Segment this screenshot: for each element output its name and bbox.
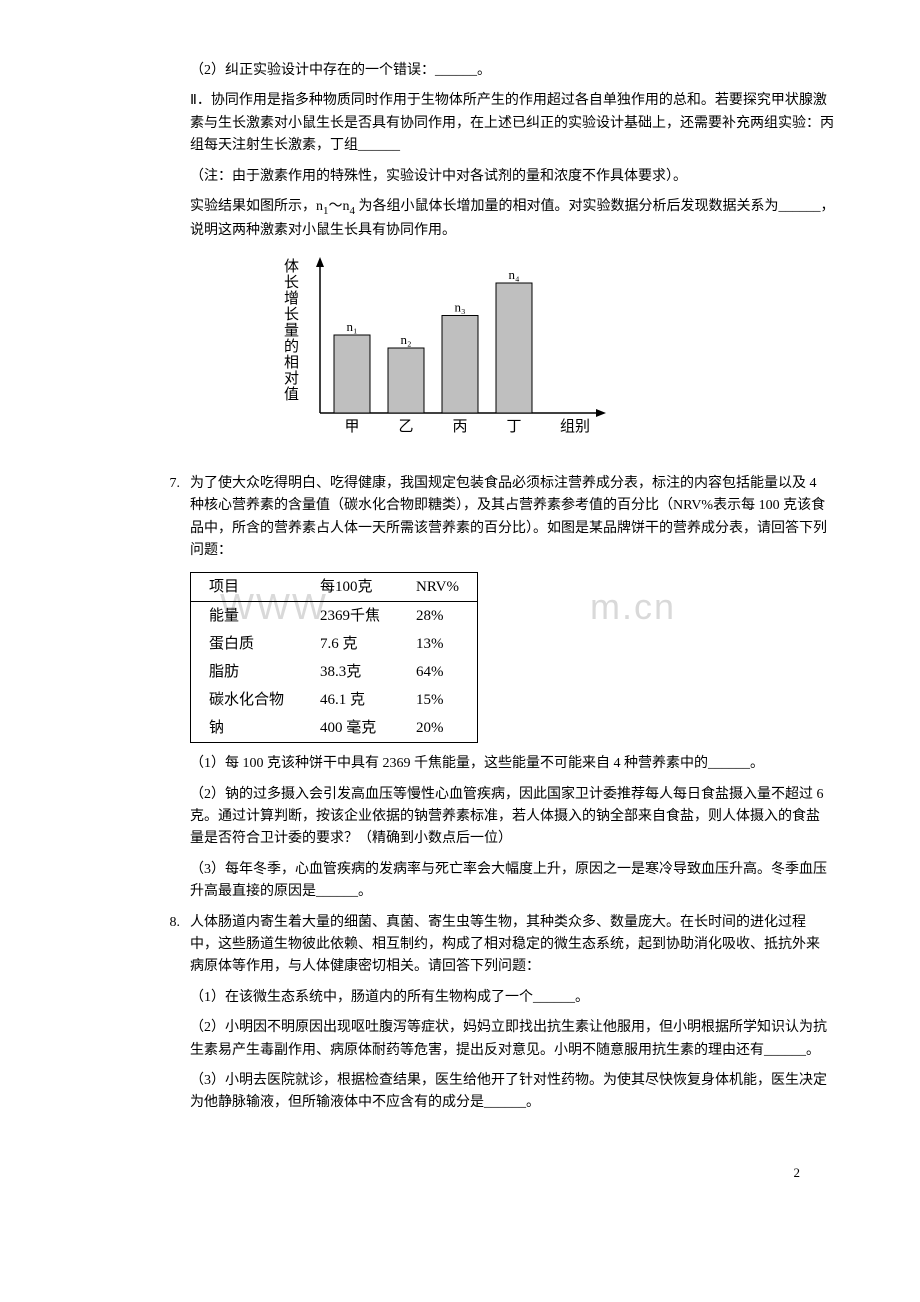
table-cell: 20% (398, 714, 477, 743)
svg-text:相: 相 (284, 354, 299, 371)
bar-chart: 体长增长量的相对值n₁甲n₂乙n₃丙n₄丁组别 (80, 253, 840, 453)
svg-text:值: 值 (284, 386, 299, 403)
table-cell: 38.3克 (302, 658, 398, 686)
table-row: 蛋白质7.6 克13% (191, 630, 478, 658)
q8-p3: （3）小明去医院就诊，根据检查结果，医生给他开了针对性药物。为使其尽快恢复身体机… (190, 1070, 830, 1115)
table-cell: 2369千焦 (302, 602, 398, 631)
svg-text:对: 对 (284, 370, 299, 387)
svg-text:的: 的 (284, 338, 299, 355)
svg-text:丙: 丙 (452, 419, 467, 435)
q6-II-1: Ⅱ．协同作用是指多种物质同时作用于生物体所产生的作用超过各自单独作用的总和。若要… (80, 90, 840, 157)
page-number: 2 (80, 1163, 840, 1184)
nutrition-table: 项目每100克NRV% 能量2369千焦28%蛋白质7.6 克13%脂肪38.3… (190, 572, 478, 743)
table-row: 脂肪38.3克64% (191, 658, 478, 686)
q8-p1: （1）在该微生态系统中，肠道内的所有生物构成了一个______。 (190, 987, 830, 1009)
q6-II-3b: ～n (329, 199, 350, 214)
table-row: 碳水化合物46.1 克15% (191, 686, 478, 714)
table-cell: 钠 (191, 714, 303, 743)
svg-text:丁: 丁 (506, 419, 521, 435)
svg-text:长: 长 (284, 274, 299, 291)
q8-stem: 人体肠道内寄生着大量的细菌、真菌、寄生虫等生物，其种类众多、数量庞大。在长时间的… (190, 912, 830, 979)
table-cell: 7.6 克 (302, 630, 398, 658)
table-header: 项目 (191, 573, 303, 602)
q7-number: 7. (80, 473, 190, 912)
svg-text:体: 体 (284, 258, 299, 275)
q8-number: 8. (80, 912, 190, 1123)
table-cell: 蛋白质 (191, 630, 303, 658)
q7-p3: （3）每年冬季，心血管疾病的发病率与死亡率会大幅度上升，原因之一是寒冷导致血压升… (190, 859, 830, 904)
table-row: 能量2369千焦28% (191, 602, 478, 631)
svg-text:组别: 组别 (560, 418, 590, 435)
table-header: 每100克 (302, 573, 398, 602)
svg-text:n₂: n₂ (400, 332, 411, 347)
watermark-right: m.cn (590, 578, 676, 636)
nutrition-table-wrap: WWW m.cn 项目每100克NRV% 能量2369千焦28%蛋白质7.6 克… (190, 572, 830, 743)
table-cell: 64% (398, 658, 477, 686)
table-header: NRV% (398, 573, 477, 602)
svg-text:量: 量 (284, 323, 299, 339)
table-row: 钠400 毫克20% (191, 714, 478, 743)
q7-stem: 为了使大众吃得明白、吃得健康，我国规定包装食品必须标注营养成分表，标注的内容包括… (190, 473, 830, 563)
svg-text:n₃: n₃ (454, 299, 465, 314)
q6-II-2: （注：由于激素作用的特殊性，实验设计中对各试剂的量和浓度不作具体要求）。 (80, 166, 840, 188)
q8-p2: （2）小明因不明原因出现呕吐腹泻等症状，妈妈立即找出抗生素让他服用，但小明根据所… (190, 1017, 830, 1062)
q6-sub2: （2）纠正实验设计中存在的一个错误：______。 (80, 60, 840, 82)
svg-text:n₄: n₄ (508, 267, 520, 282)
q6-II-3a: 实验结果如图所示，n (190, 199, 323, 214)
table-cell: 脂肪 (191, 658, 303, 686)
q6-II-3: 实验结果如图所示，n1～n4 为各组小鼠体长增加量的相对值。对实验数据分析后发现… (80, 196, 840, 243)
table-cell: 46.1 克 (302, 686, 398, 714)
svg-text:n₁: n₁ (346, 319, 357, 334)
q7-p1: （1）每 100 克该种饼干中具有 2369 千焦能量，这些能量不可能来自 4 … (190, 753, 830, 775)
svg-text:长: 长 (284, 306, 299, 323)
svg-text:增: 增 (284, 290, 299, 307)
svg-text:乙: 乙 (398, 419, 413, 435)
table-cell: 能量 (191, 602, 303, 631)
table-cell: 28% (398, 602, 477, 631)
table-cell: 400 毫克 (302, 714, 398, 743)
table-cell: 碳水化合物 (191, 686, 303, 714)
svg-text:甲: 甲 (344, 419, 359, 435)
table-cell: 15% (398, 686, 477, 714)
q7-p2: （2）钠的过多摄入会引发高血压等慢性心血管疾病，因此国家卫计委推荐每人每日食盐摄… (190, 784, 830, 851)
table-cell: 13% (398, 630, 477, 658)
